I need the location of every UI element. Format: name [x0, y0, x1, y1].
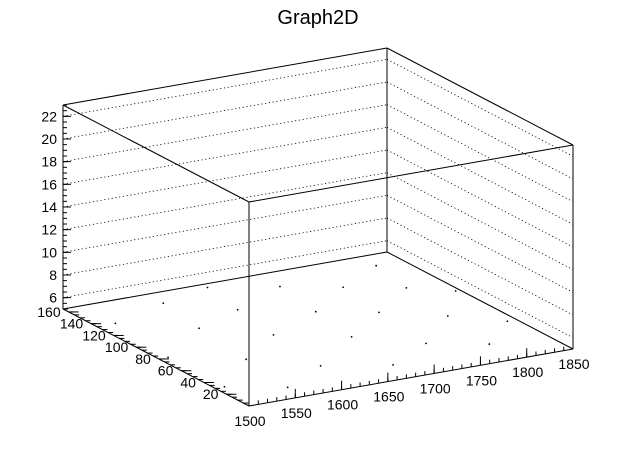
y-tick-label-60: 60 [158, 363, 174, 379]
z-tick-label-8: 8 [49, 267, 57, 283]
gridline-side-z-22 [386, 58, 574, 157]
gridline-side-z-20 [386, 81, 574, 180]
z-gridlines [62, 58, 574, 339]
data-point-2 [114, 322, 117, 325]
data-point-11 [392, 364, 394, 366]
data-point-19 [446, 315, 449, 317]
data-point-22 [506, 320, 509, 323]
z-tick-label-14: 14 [41, 199, 57, 215]
data-points [114, 264, 509, 389]
z-tick-label-22: 22 [41, 108, 57, 124]
x-tick-label-1500: 1500 [234, 413, 265, 429]
gridline-back-z-12 [62, 172, 388, 231]
gridline-back-z-18 [62, 104, 388, 163]
z-tick-label-6: 6 [49, 290, 57, 306]
y-tick-label-140: 140 [60, 316, 84, 332]
gridline-back-z-6 [62, 240, 388, 299]
box-edge-5 [62, 104, 250, 203]
gridline-side-z-16 [386, 126, 574, 225]
y-tick-label-160: 160 [37, 304, 61, 320]
data-point-18 [488, 343, 491, 345]
data-point-7 [319, 364, 322, 367]
gridline-side-z-6 [386, 240, 574, 339]
box-edge-4 [248, 144, 574, 203]
data-point-16 [378, 311, 380, 314]
data-point-23 [454, 290, 457, 292]
data-point-3 [286, 386, 289, 389]
x-tick-label-1650: 1650 [373, 389, 404, 405]
gridline-back-z-8 [62, 217, 388, 276]
data-point-9 [236, 308, 239, 311]
x-tick-label-1700: 1700 [420, 380, 451, 396]
gridline-back-z-10 [62, 194, 388, 253]
data-point-17 [342, 286, 345, 289]
data-point-15 [425, 342, 427, 345]
y-tick-label-100: 100 [105, 339, 129, 355]
y-tick-label-80: 80 [135, 351, 151, 367]
gridline-side-z-18 [386, 104, 574, 203]
gridline-back-z-22 [62, 58, 388, 117]
gridline-side-z-12 [386, 172, 574, 271]
data-point-8 [272, 333, 275, 336]
box-edge-6 [386, 47, 574, 146]
data-point-12 [350, 335, 353, 338]
x-tick-label-1800: 1800 [512, 364, 543, 380]
z-tick-label-20: 20 [41, 131, 57, 147]
data-point-5 [198, 327, 200, 330]
box-edge-3 [62, 251, 388, 310]
z-tick-label-18: 18 [41, 154, 57, 170]
x-tick-label-1850: 1850 [558, 356, 589, 372]
chart-title: Graph2D [277, 7, 358, 29]
data-point-4 [245, 358, 248, 361]
axes: 1500 1550 1600 1650 1700 1750 1800 1850 20 40 60 80… [37, 104, 590, 429]
x-tick-label-1750: 1750 [466, 372, 497, 388]
box-edge-2 [386, 251, 574, 350]
box-edge-7 [62, 47, 388, 106]
x-tick-label-1600: 1600 [327, 397, 358, 413]
box-edge-0 [248, 348, 574, 407]
data-point-1 [167, 356, 169, 359]
gridline-side-z-14 [386, 149, 574, 248]
gridline-back-z-20 [62, 81, 388, 140]
data-point-21 [375, 264, 378, 267]
y-tick-label-40: 40 [180, 374, 196, 390]
y-tick-label-20: 20 [203, 386, 219, 402]
x-tick-label-1550: 1550 [281, 405, 312, 421]
box-edge-1 [62, 308, 250, 407]
z-tick-label-12: 12 [41, 222, 57, 238]
gridline-back-z-16 [62, 126, 388, 185]
data-point-0 [223, 385, 226, 388]
data-point-14 [279, 285, 281, 288]
gridline-back-z-14 [62, 149, 388, 208]
data-point-13 [314, 310, 317, 313]
data-point-6 [162, 302, 165, 305]
gridline-side-z-10 [386, 194, 574, 293]
data-point-10 [206, 286, 209, 289]
z-tick-label-10: 10 [41, 244, 57, 260]
data-point-20 [405, 287, 408, 289]
z-tick-label-16: 16 [41, 176, 57, 192]
gridline-side-z-8 [386, 217, 574, 316]
y-tick-label-120: 120 [82, 327, 106, 343]
